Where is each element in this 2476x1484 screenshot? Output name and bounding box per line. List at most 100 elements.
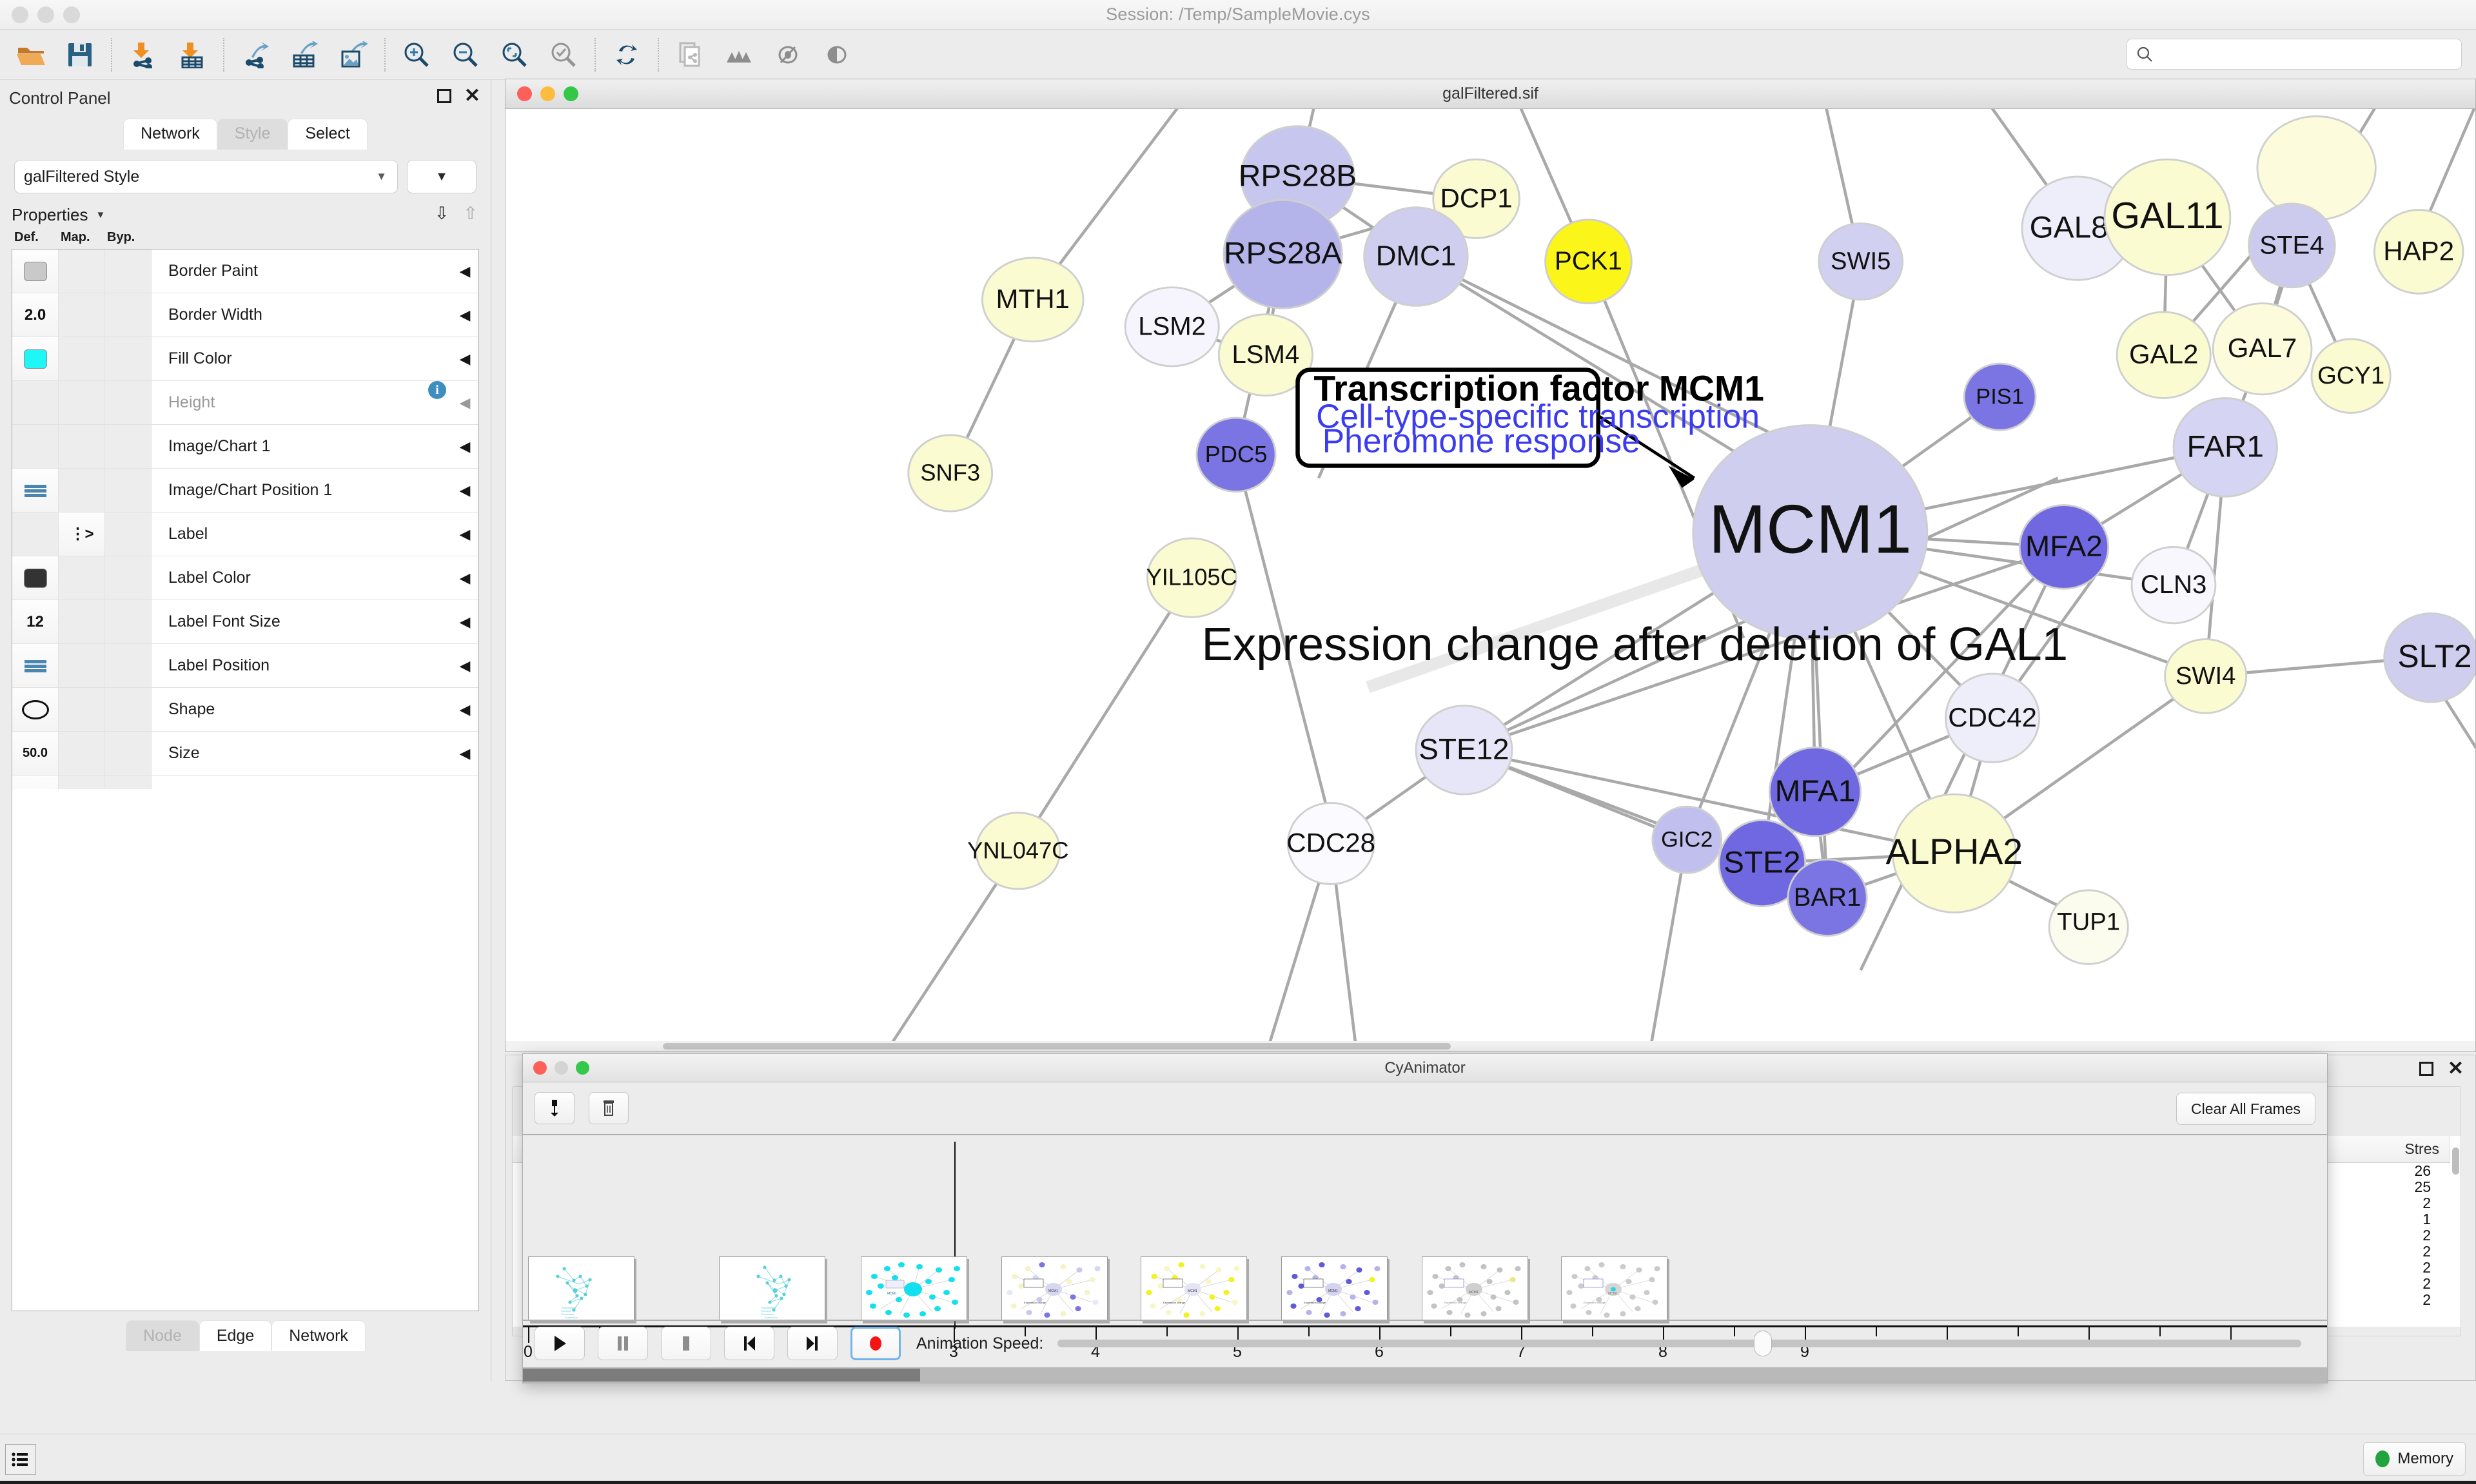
close-icon[interactable]: ✕ (464, 85, 480, 106)
minimize-icon[interactable] (540, 86, 555, 101)
minimize-icon[interactable] (555, 1061, 568, 1075)
node-STE4[interactable] (2248, 202, 2336, 289)
expand-arrow-icon[interactable]: ◀ (459, 745, 471, 761)
new-network-icon[interactable] (665, 34, 714, 76)
scrollbar-thumb[interactable] (2452, 1147, 2459, 1175)
list-item[interactable]: Transcription Cell-type Pheromone Expressio… (528, 1256, 634, 1321)
node-GCY1[interactable] (2310, 338, 2392, 414)
table-row[interactable]: 2 (513, 1227, 2450, 1244)
node-SLT2[interactable] (2383, 612, 2475, 703)
node-LSM2[interactable] (1124, 286, 1220, 367)
node-MFA2[interactable] (2018, 504, 2110, 590)
zoom-in-icon[interactable] (392, 34, 441, 76)
network-canvas[interactable]: MTH1 LSM2 LSM4 SNF3 PDC5 YIL105C YNL047C… (506, 109, 2475, 1051)
expand-arrow-icon[interactable]: ◀ (459, 394, 471, 411)
style-select[interactable]: galFiltered Style ▼ (14, 160, 398, 193)
def-cell[interactable]: 2.0 (12, 293, 59, 337)
node-STE2[interactable] (1718, 819, 1807, 908)
map-cell[interactable] (59, 556, 105, 600)
export-table-icon[interactable] (280, 34, 329, 76)
node-GAL11[interactable] (2103, 158, 2232, 277)
close-icon[interactable]: ✕ (2447, 1058, 2464, 1079)
map-cell[interactable] (59, 644, 105, 687)
def-cell[interactable] (12, 688, 59, 731)
list-item[interactable]: MCM1 Expression change (1141, 1256, 1247, 1321)
list-item[interactable]: Transcription Cell-type Pheromone Expressio… (719, 1256, 825, 1321)
node-BAR1[interactable] (1787, 858, 1868, 937)
map-cell[interactable] (59, 425, 105, 468)
def-cell[interactable] (12, 381, 59, 424)
cyanimator-timeline[interactable]: Transcription Cell-type Pheromone Expressio… (523, 1135, 2327, 1385)
playhead[interactable] (954, 1142, 956, 1329)
float-panel-icon[interactable] (2419, 1062, 2433, 1076)
network-graph[interactable]: MTH1 LSM2 LSM4 SNF3 PDC5 YIL105C YNL047C… (506, 109, 2475, 1051)
table-row[interactable]: 2 (513, 1195, 2450, 1211)
property-row-image-chart-position-1[interactable]: Image/Chart Position 1 ◀ (12, 469, 478, 513)
def-cell[interactable] (12, 469, 59, 512)
node-YIL105C[interactable] (1146, 537, 1237, 618)
zoom-fit-icon[interactable] (490, 34, 539, 76)
expand-arrow-icon[interactable]: ◀ (459, 482, 471, 498)
byp-cell[interactable] (105, 513, 152, 556)
pause-button[interactable] (598, 1327, 648, 1360)
clear-all-frames-button[interactable]: Clear All Frames (2176, 1093, 2315, 1125)
cyanimator-window-controls[interactable] (533, 1061, 589, 1075)
network-horizontal-scrollbar[interactable] (506, 1041, 2475, 1051)
node-CDC28[interactable] (1286, 802, 1375, 885)
expand-arrow-icon[interactable]: ◀ (459, 525, 471, 542)
node-GAL2[interactable] (2116, 311, 2212, 399)
search-input[interactable] (2159, 39, 2452, 69)
list-item[interactable]: MCM1 Expression change (1281, 1256, 1388, 1321)
close-icon[interactable] (517, 86, 532, 101)
color-swatch[interactable] (23, 349, 47, 369)
window-maximize-dot[interactable] (63, 6, 80, 23)
list-item[interactable]: MCM1 Expression change (1001, 1256, 1108, 1321)
node-CDC42[interactable] (1945, 672, 2041, 763)
def-cell[interactable] (12, 425, 59, 468)
properties-menu-icon[interactable]: ▼ (95, 210, 106, 220)
property-row-size[interactable]: 50.0 Size ◀ (12, 732, 478, 776)
property-row-label-font-size[interactable]: 12 Label Font Size ◀ (12, 600, 478, 644)
save-icon[interactable] (55, 34, 104, 76)
expand-arrow-icon[interactable]: ◀ (459, 262, 471, 279)
select-all-icon[interactable] (812, 34, 861, 76)
node-YNL047C[interactable] (975, 812, 1061, 890)
def-cell[interactable] (12, 513, 59, 556)
property-row-label-color[interactable]: Label Color ◀ (12, 556, 478, 600)
expand-arrow-icon[interactable]: ◀ (459, 701, 471, 718)
node-SNF3[interactable] (907, 434, 994, 513)
import-table-icon[interactable] (168, 34, 217, 76)
table-row[interactable]: 2 (513, 1291, 2450, 1308)
table-scrollbar[interactable] (2450, 1136, 2461, 1327)
expand-all-icon[interactable]: ⇩ (434, 204, 449, 223)
free-text-annotation[interactable]: Expression change after deletion of GAL1 (1202, 618, 2068, 670)
def-cell[interactable] (12, 337, 59, 380)
node-CLN3[interactable] (2130, 546, 2217, 625)
def-cell[interactable] (12, 644, 59, 687)
byp-cell[interactable] (105, 732, 152, 775)
float-panel-icon[interactable] (437, 89, 451, 103)
table-row[interactable]: 26 (513, 1162, 2450, 1179)
def-cell[interactable] (12, 556, 59, 600)
slider-knob[interactable] (1754, 1331, 1773, 1356)
tab-style[interactable]: Style (217, 119, 288, 150)
node-MCM1[interactable] (1692, 424, 1929, 641)
byp-cell[interactable] (105, 556, 152, 600)
expand-arrow-icon[interactable]: ◀ (459, 306, 471, 323)
node-DMC1[interactable] (1363, 206, 1469, 307)
list-item[interactable]: MCM1 Expression change (1561, 1256, 1667, 1321)
add-frame-icon[interactable] (535, 1092, 575, 1124)
map-cell[interactable] (59, 732, 105, 775)
show-all-icon[interactable] (763, 34, 812, 76)
expand-arrow-icon[interactable]: ◀ (459, 613, 471, 630)
expand-arrow-icon[interactable]: ◀ (459, 350, 471, 367)
window-minimize-dot[interactable] (37, 6, 54, 23)
window-controls[interactable] (12, 6, 80, 23)
node-GIC2[interactable] (1651, 805, 1723, 874)
node-HAP2[interactable] (2373, 209, 2464, 295)
tab-network[interactable]: Network (123, 119, 217, 150)
last-frame-button[interactable] (787, 1327, 838, 1360)
open-folder-icon[interactable] (6, 34, 55, 76)
record-button[interactable] (850, 1327, 901, 1360)
cyanimator-scrollbar[interactable] (523, 1367, 2327, 1383)
